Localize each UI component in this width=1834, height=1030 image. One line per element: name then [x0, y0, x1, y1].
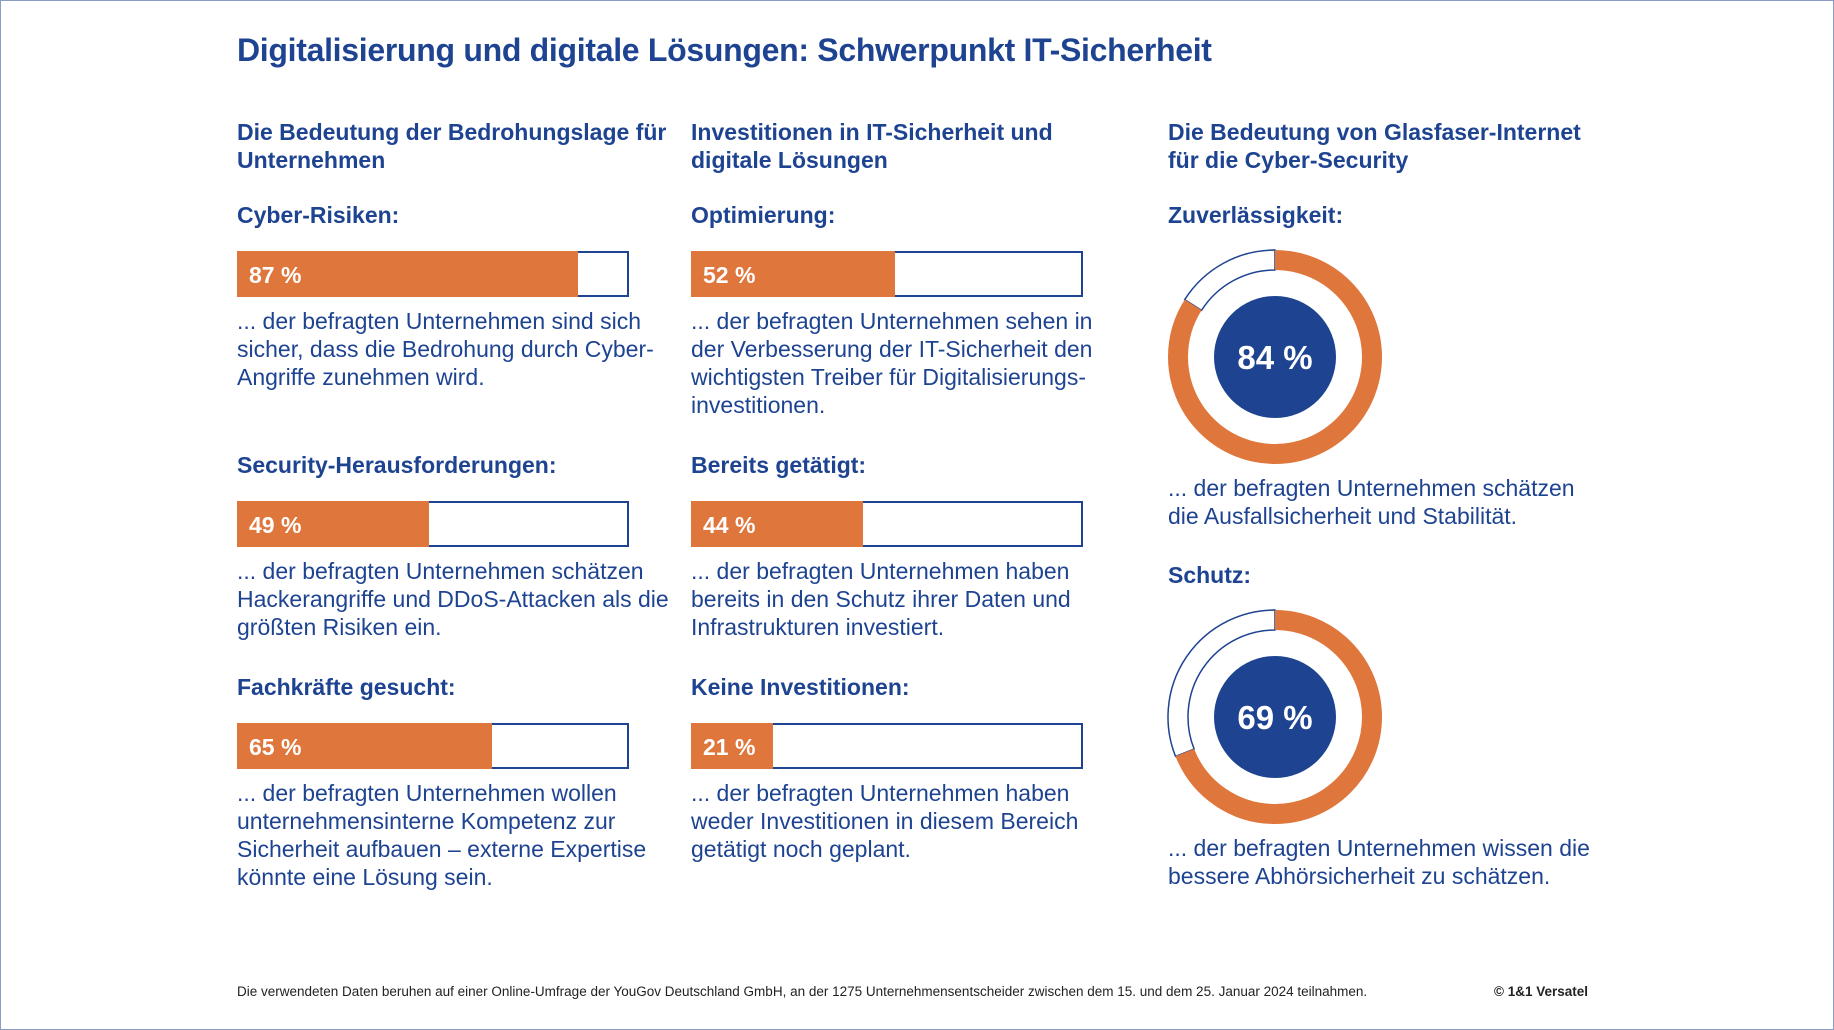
- section-heading: Optimierung:: [691, 202, 836, 228]
- donut-center: [1214, 656, 1336, 778]
- progress-fill: [237, 723, 492, 769]
- section-heading: Security-Herausforderungen:: [237, 452, 557, 478]
- percent-label: 87 %: [249, 262, 302, 288]
- section-description: ... der befragten Unternehmen wollen unt…: [237, 780, 647, 890]
- column-investment: Investitionen in IT-Sicherheit und digit…: [691, 118, 1131, 174]
- section-description: ... der befragten Unternehmen schätzen d…: [1168, 475, 1575, 529]
- progress-bar: 44 %: [691, 501, 1083, 547]
- stat-section: Keine Investitionen: 21 % ... der befrag…: [691, 674, 1131, 863]
- progress-fill: [691, 723, 774, 769]
- donut-chart: 84 %: [1168, 249, 1382, 464]
- column-threat: Die Bedeutung der Bedrohungslage für Unt…: [237, 118, 677, 174]
- stat-section: Fachkräfte gesucht: 65 % ... der befragt…: [237, 674, 677, 891]
- stat-section: Bereits getätigt: 44 % ... der befragten…: [691, 452, 1131, 641]
- progress-bar: 87 %: [237, 251, 629, 297]
- stat-section: Optimierung: 52 % ... der befragten Unte…: [691, 202, 1131, 419]
- column-heading: Investitionen in IT-Sicherheit und digit…: [691, 119, 1053, 173]
- section-heading: Keine Investitionen:: [691, 674, 910, 700]
- progress-fill: [691, 251, 895, 297]
- percent-label: 65 %: [249, 734, 302, 760]
- percent-label: 52 %: [703, 262, 756, 288]
- source-note: Die verwendeten Daten beruhen auf einer …: [237, 984, 1368, 999]
- section-description: ... der befragten Unternehmen wissen die…: [1168, 835, 1590, 889]
- percent-label: 49 %: [249, 512, 302, 538]
- section-heading: Zuverlässigkeit:: [1168, 202, 1608, 230]
- donut-percent-label: 69 %: [1237, 699, 1312, 736]
- page-title: Digitalisierung und digitale Lösungen: S…: [237, 32, 1212, 68]
- stat-section: Security-Herausforderungen: 49 % ... der…: [237, 452, 677, 641]
- donut-center: [1214, 296, 1336, 418]
- column-heading: Die Bedeutung von Glasfaser-Internet für…: [1168, 119, 1581, 173]
- section-description: ... der befragten Unternehmen schätzen H…: [237, 558, 669, 640]
- column-fiber: Die Bedeutung von Glasfaser-Internet für…: [1168, 118, 1608, 174]
- section-heading: Cyber-Risiken:: [237, 202, 400, 228]
- section-description: ... der befragten Unternehmen sind sich …: [237, 308, 654, 390]
- section-heading: Schutz:: [1168, 562, 1608, 590]
- section-heading-text: Zuverlässigkeit:: [1168, 202, 1344, 228]
- section-description: ... der befragten Unternehmen haben bere…: [691, 558, 1071, 640]
- donut-percent-label: 84 %: [1237, 339, 1312, 376]
- progress-bar: 65 %: [237, 723, 629, 769]
- section-heading: Bereits getätigt:: [691, 452, 867, 478]
- progress-fill: [691, 501, 864, 547]
- donut-value-arc: [1168, 610, 1382, 824]
- stat-section: Cyber-Risiken: 87 % ... der befragten Un…: [237, 202, 677, 391]
- progress-bar: 49 %: [237, 501, 629, 547]
- column-heading: Die Bedeutung der Bedrohungslage für Unt…: [237, 119, 667, 173]
- progress-bar: 52 %: [691, 251, 1083, 297]
- section-heading-text: Schutz:: [1168, 562, 1252, 588]
- donut-value-arc: [1168, 250, 1382, 464]
- section-heading: Fachkräfte gesucht:: [237, 674, 456, 700]
- percent-label: 44 %: [703, 512, 756, 538]
- donut-chart: 69 %: [1167, 609, 1382, 824]
- donut-remainder: [1167, 609, 1276, 758]
- section-description: ... der befragten Unternehmen haben wede…: [691, 780, 1079, 862]
- section-description: ... der befragten Unternehmen sehen in d…: [691, 308, 1093, 418]
- percent-label: 21 %: [703, 734, 756, 760]
- copyright: © 1&1 Versatel: [1494, 984, 1589, 999]
- progress-bar: 21 %: [691, 723, 1083, 769]
- progress-fill: [237, 251, 579, 297]
- progress-fill: [237, 501, 430, 547]
